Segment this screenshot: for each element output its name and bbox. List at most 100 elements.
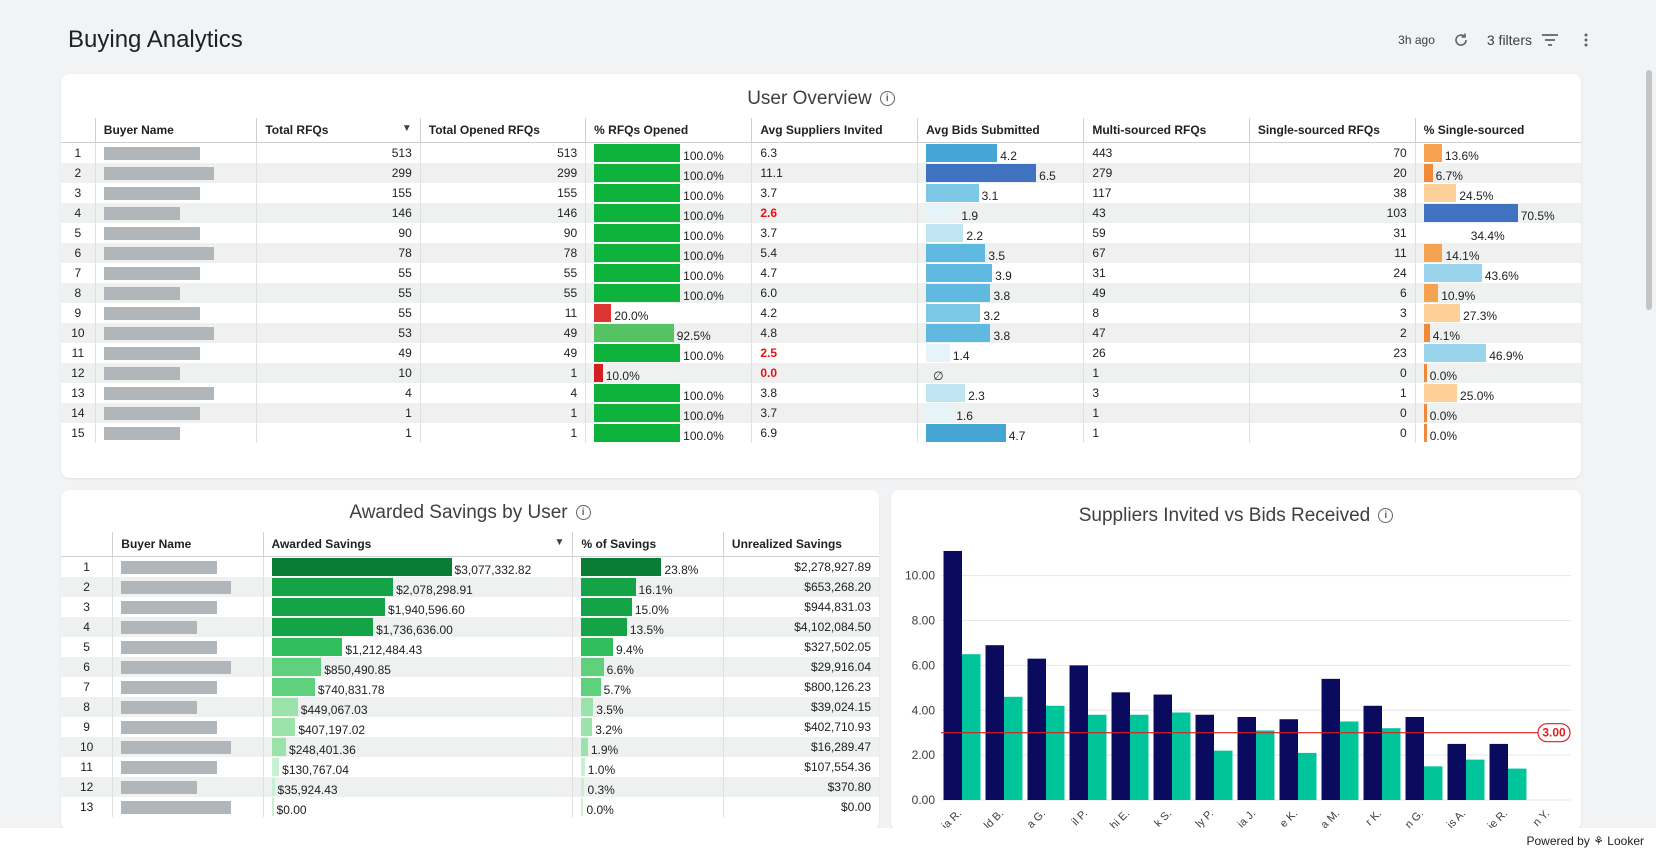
table-row[interactable]: 6 78 78 100.0% 5.4 3.5 67 11 14.1%	[61, 243, 1581, 263]
buyer-name-cell[interactable]	[112, 577, 264, 597]
col-awarded-savings[interactable]: Awarded Savings ▼	[262, 532, 573, 557]
table-row[interactable]: 7 $740,831.78 5.7% $800,126.23	[61, 677, 879, 697]
row-number: 10	[61, 323, 96, 343]
more-vert-icon[interactable]	[1576, 30, 1596, 50]
table-row[interactable]: 6 $850,490.85 6.6% $29,916.04	[61, 657, 879, 677]
buyer-name-cell[interactable]	[94, 403, 257, 423]
table-row[interactable]: 2 $2,078,298.91 16.1% $653,268.20	[61, 577, 879, 597]
table-row[interactable]: 1 513 513 100.0% 6.3 4.2 443 70 13.6%	[61, 142, 1581, 163]
buyer-name-cell[interactable]	[94, 142, 257, 163]
buyer-name-cell[interactable]	[112, 677, 264, 697]
pct-opened-label: 100.0%	[683, 269, 724, 283]
buyer-name-cell[interactable]	[94, 303, 257, 323]
buyer-name-cell[interactable]	[94, 323, 257, 343]
buyer-name-cell[interactable]	[94, 263, 257, 283]
buyer-name-cell[interactable]	[94, 363, 257, 383]
buyer-name-cell[interactable]	[112, 697, 264, 717]
buyer-name-cell[interactable]	[112, 717, 264, 737]
user-overview-title-text: User Overview	[747, 88, 872, 109]
buyer-name-cell[interactable]	[94, 223, 257, 243]
y-tick-label: 6.00	[912, 658, 936, 672]
buyer-name-cell[interactable]	[94, 243, 257, 263]
col-total-opened[interactable]: Total Opened RFQs	[419, 118, 586, 143]
col-pct-opened[interactable]: % RFQs Opened	[585, 118, 752, 143]
buyer-name-cell[interactable]	[112, 597, 264, 617]
col-total-rfqs[interactable]: Total RFQs ▼	[256, 118, 421, 143]
table-row[interactable]: 8 $449,067.03 3.5% $39,024.15	[61, 697, 879, 717]
pct-savings-label: 16.1%	[638, 583, 673, 597]
table-row[interactable]: 10 $248,401.36 1.9% $16,289.47	[61, 737, 879, 757]
table-row[interactable]: 1 $3,077,332.82 23.8% $2,278,927.89	[61, 556, 879, 577]
table-row[interactable]: 12 $35,924.43 0.3% $370.80	[61, 777, 879, 797]
table-row[interactable]: 2 299 299 100.0% 11.1 6.5 279 20 6.7%	[61, 163, 1581, 183]
table-row[interactable]: 5 90 90 100.0% 3.7 2.2 59 31 34.4%	[61, 223, 1581, 243]
total-opened-cell: 4	[419, 383, 586, 403]
redacted-name	[121, 581, 232, 595]
buyer-name-cell[interactable]	[94, 283, 257, 303]
col-avg-suppliers[interactable]: Avg Suppliers Invited	[751, 118, 918, 143]
table-row[interactable]: 8 55 55 100.0% 6.0 3.8 49 6 10.9%	[61, 283, 1581, 303]
col-unrealized-savings[interactable]: Unrealized Savings	[722, 532, 879, 557]
page-scrollbar[interactable]	[1646, 70, 1652, 310]
col-single-sourced[interactable]: Single-sourced RFQs	[1248, 118, 1416, 143]
refresh-icon[interactable]	[1451, 30, 1471, 50]
table-row[interactable]: 9 55 11 20.0% 4.2 3.2 8 3 27.3%	[61, 303, 1581, 323]
col-pct-savings[interactable]: % of Savings	[572, 532, 724, 557]
avg-bids-label: 6.5	[1039, 169, 1056, 183]
redacted-name	[103, 287, 180, 301]
info-icon[interactable]: i	[575, 505, 591, 521]
row-number: 7	[74, 266, 82, 280]
pct-opened-cell: 100.0%	[585, 243, 752, 263]
table-row[interactable]: 5 $1,212,484.43 9.4% $327,502.05	[61, 637, 879, 657]
chart-bar	[1466, 759, 1485, 800]
table-row[interactable]: 13 $0.00 0.0% $0.00	[61, 797, 879, 817]
total-rfqs-cell: 146	[256, 203, 421, 223]
single-sourced-cell: 11	[1248, 243, 1416, 263]
table-row[interactable]: 3 155 155 100.0% 3.7 3.1 117 38 24.5%	[61, 183, 1581, 203]
avg-suppliers-cell: 4.2	[751, 303, 918, 323]
chart-bar	[943, 550, 962, 800]
buyer-name-cell[interactable]	[112, 757, 264, 777]
buyer-name-cell[interactable]	[94, 383, 257, 403]
buyer-name-cell[interactable]	[112, 617, 264, 637]
col-buyer-name[interactable]: Buyer Name	[94, 118, 257, 143]
buyer-name-cell[interactable]	[112, 777, 264, 797]
table-row[interactable]: 14 1 1 100.0% 3.7 1.6 1 0 0.0%	[61, 403, 1581, 423]
table-row[interactable]: 13 4 4 100.0% 3.8 2.3 3 1 25.0%	[61, 383, 1581, 403]
filters-button[interactable]: 3 filters	[1487, 30, 1560, 50]
buyer-name-cell[interactable]	[94, 183, 257, 203]
table-row[interactable]: 12 10 1 10.0% 0.0 ∅ 1 0 0.0%	[61, 363, 1581, 383]
buyer-name-cell[interactable]	[112, 737, 264, 757]
chart-bar	[1405, 716, 1424, 800]
col-buyer-name[interactable]: Buyer Name	[112, 532, 264, 557]
table-row[interactable]: 10 53 49 92.5% 4.8 3.8 47 2 4.1%	[61, 323, 1581, 343]
table-row[interactable]: 3 $1,940,596.60 15.0% $944,831.03	[61, 597, 879, 617]
buyer-name-cell[interactable]	[94, 423, 257, 443]
table-row[interactable]: 9 $407,197.02 3.2% $402,710.93	[61, 717, 879, 737]
table-row[interactable]: 4 146 146 100.0% 2.6 1.9 43 103 70.5%	[61, 203, 1581, 223]
buyer-name-cell[interactable]	[112, 637, 264, 657]
buyer-name-cell[interactable]	[94, 343, 257, 363]
col-pct-single[interactable]: % Single-sourced	[1414, 118, 1581, 143]
table-row[interactable]: 4 $1,736,636.00 13.5% $4,102,084.50	[61, 617, 879, 637]
pct-single-label: 0.0%	[1429, 369, 1458, 383]
info-icon[interactable]: i	[1378, 508, 1394, 524]
pct-opened-bar	[594, 164, 681, 182]
table-row[interactable]: 11 $130,767.04 1.0% $107,554.36	[61, 757, 879, 777]
buyer-name-cell[interactable]	[94, 163, 257, 183]
info-icon[interactable]: i	[879, 91, 895, 107]
table-row[interactable]: 15 1 1 100.0% 6.9 4.7 1 0 0.0%	[61, 423, 1581, 443]
multi-sourced-cell: 47	[1083, 323, 1250, 343]
pct-single-label: 43.6%	[1484, 269, 1519, 283]
redacted-name	[121, 681, 218, 695]
table-row[interactable]: 7 55 55 100.0% 4.7 3.9 31 24 43.6%	[61, 263, 1581, 283]
col-multi-sourced[interactable]: Multi-sourced RFQs	[1083, 118, 1250, 143]
buyer-name-cell[interactable]	[94, 203, 257, 223]
buyer-name-cell[interactable]	[112, 657, 264, 677]
awarded-savings-cell: $850,490.85	[262, 657, 573, 677]
table-row[interactable]: 11 49 49 100.0% 2.5 1.4 26 23 46.9%	[61, 343, 1581, 363]
col-avg-bids[interactable]: Avg Bids Submitted	[917, 118, 1084, 143]
buyer-name-cell[interactable]	[112, 797, 264, 817]
y-tick-label: 0.00	[912, 793, 936, 807]
buyer-name-cell[interactable]	[112, 556, 264, 577]
